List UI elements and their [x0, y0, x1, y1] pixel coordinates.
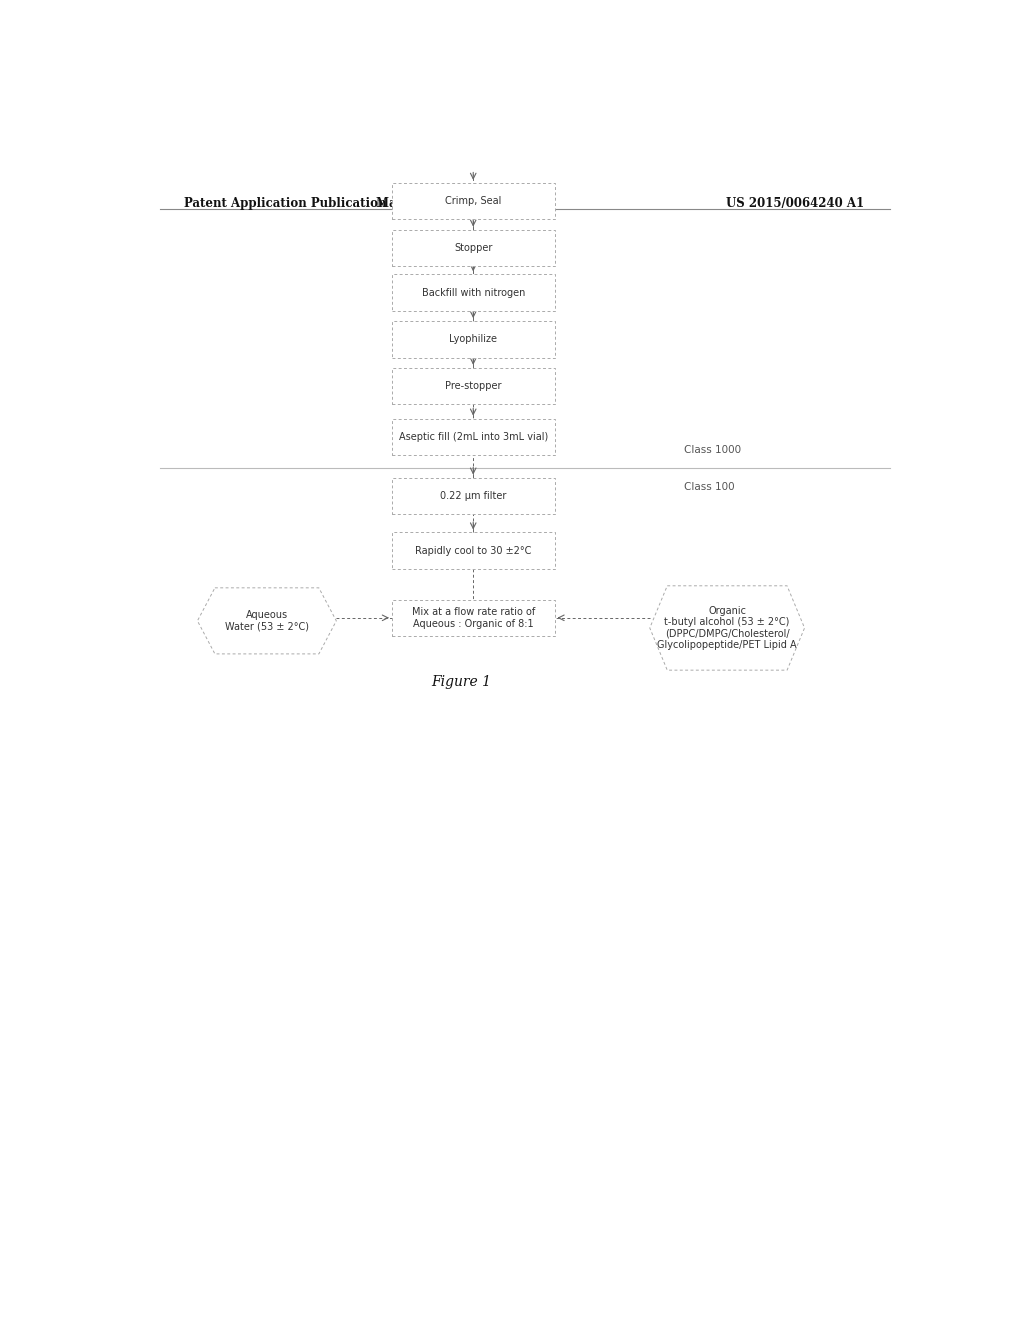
- FancyBboxPatch shape: [392, 532, 555, 569]
- Text: Class 1000: Class 1000: [684, 445, 740, 455]
- Polygon shape: [650, 586, 805, 671]
- FancyBboxPatch shape: [392, 418, 555, 455]
- Text: Stopper: Stopper: [454, 243, 493, 253]
- Text: Crimp, Seal: Crimp, Seal: [445, 197, 502, 206]
- Polygon shape: [198, 587, 336, 653]
- FancyBboxPatch shape: [392, 275, 555, 312]
- Text: Rapidly cool to 30 ±2°C: Rapidly cool to 30 ±2°C: [415, 545, 531, 556]
- Text: Class 100: Class 100: [684, 482, 734, 491]
- Text: Figure 1: Figure 1: [431, 675, 492, 689]
- Text: Pre-stopper: Pre-stopper: [445, 381, 502, 391]
- Text: Aqueous
Water (53 ± 2°C): Aqueous Water (53 ± 2°C): [225, 610, 309, 632]
- FancyBboxPatch shape: [392, 478, 555, 515]
- Text: Mix at a flow rate ratio of
Aqueous : Organic of 8:1: Mix at a flow rate ratio of Aqueous : Or…: [412, 607, 535, 628]
- Text: US 2015/0064240 A1: US 2015/0064240 A1: [726, 197, 863, 210]
- FancyBboxPatch shape: [392, 321, 555, 358]
- Text: Backfill with nitrogen: Backfill with nitrogen: [422, 288, 525, 297]
- Text: 0.22 μm filter: 0.22 μm filter: [440, 491, 507, 500]
- FancyBboxPatch shape: [392, 230, 555, 267]
- Text: Lyophilize: Lyophilize: [450, 334, 498, 345]
- Text: Organic
t-butyl alcohol (53 ± 2°C)
(DPPC/DMPG/Cholesterol/
Glycolipopeptide/PET : Organic t-butyl alcohol (53 ± 2°C) (DPPC…: [657, 606, 797, 651]
- Text: Mar. 5, 2015  Sheet 1 of 9: Mar. 5, 2015 Sheet 1 of 9: [376, 197, 547, 210]
- Text: Patent Application Publication: Patent Application Publication: [183, 197, 386, 210]
- Text: Aseptic fill (2mL into 3mL vial): Aseptic fill (2mL into 3mL vial): [398, 432, 548, 442]
- FancyBboxPatch shape: [392, 599, 555, 636]
- FancyBboxPatch shape: [392, 182, 555, 219]
- FancyBboxPatch shape: [392, 368, 555, 404]
